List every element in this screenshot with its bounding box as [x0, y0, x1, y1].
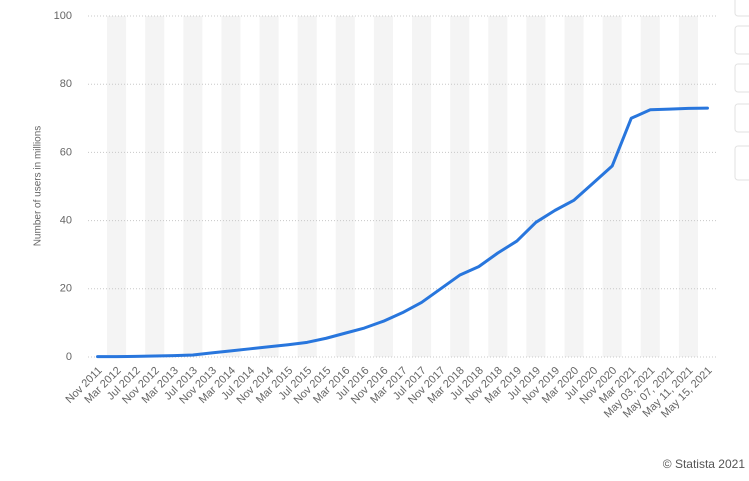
side-buttons	[734, 0, 749, 181]
stripe	[564, 16, 584, 357]
stripe	[297, 16, 317, 357]
y-tick-label: 40	[60, 215, 72, 227]
y-axis-title: Number of users in millions	[33, 126, 44, 247]
y-tick-label: 100	[54, 10, 72, 22]
button[interactable]	[734, 25, 749, 55]
stripe	[488, 16, 508, 357]
button[interactable]	[734, 0, 749, 17]
stripe	[183, 16, 203, 357]
button[interactable]	[734, 103, 749, 133]
button[interactable]	[734, 63, 749, 93]
button[interactable]	[734, 145, 749, 181]
stripe	[678, 16, 698, 357]
y-tick-label: 80	[60, 78, 72, 90]
stripe	[412, 16, 432, 357]
stripe	[259, 16, 279, 357]
stripe	[107, 16, 127, 357]
y-tick-label: 0	[66, 351, 72, 363]
stripe	[335, 16, 355, 357]
stripe	[373, 16, 393, 357]
stripe	[526, 16, 546, 357]
stripe	[145, 16, 165, 357]
stripe	[640, 16, 660, 357]
stripe	[602, 16, 622, 357]
y-tick-label: 20	[60, 283, 72, 295]
stripes	[107, 16, 698, 357]
source: © Statista 2021	[663, 457, 746, 471]
y-tick-label: 60	[60, 146, 72, 158]
stripe	[450, 16, 470, 357]
stripe	[221, 16, 241, 357]
line	[96, 106, 709, 359]
